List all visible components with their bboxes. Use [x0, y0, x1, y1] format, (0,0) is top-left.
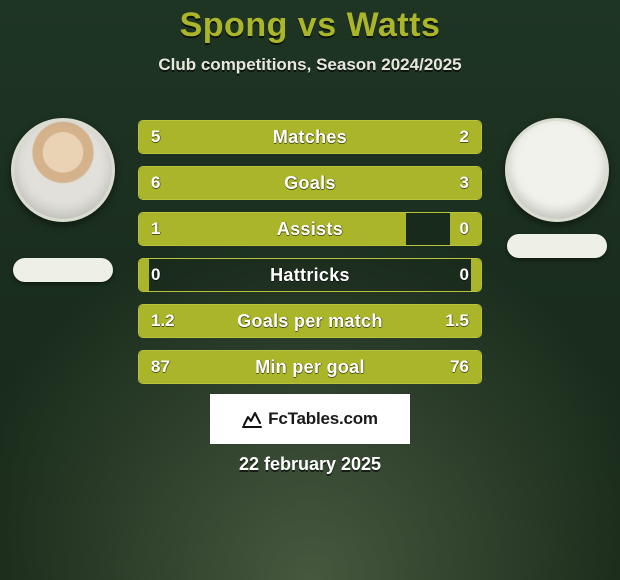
subtitle: Club competitions, Season 2024/2025 — [0, 55, 620, 75]
stat-row: 1.21.5Goals per match — [138, 304, 482, 338]
stat-value-left: 1.2 — [151, 305, 175, 337]
stat-value-right: 76 — [450, 351, 469, 383]
stat-bar-left — [139, 167, 375, 199]
stat-bar-left — [139, 259, 149, 291]
page-title: Spong vs Watts — [0, 0, 620, 45]
brand-logo-icon — [242, 409, 262, 429]
brand-badge[interactable]: FcTables.com — [210, 394, 410, 444]
stat-value-right: 0 — [460, 213, 469, 245]
stat-value-right: 2 — [460, 121, 469, 153]
stat-value-left: 5 — [151, 121, 160, 153]
player-right — [502, 118, 612, 258]
player-left-name-pill — [13, 258, 113, 282]
date-text: 22 february 2025 — [0, 454, 620, 475]
stat-value-left: 0 — [151, 259, 160, 291]
stat-row: 8776Min per goal — [138, 350, 482, 384]
stat-row: 10Assists — [138, 212, 482, 246]
comparison-card: Spong vs Watts Club competitions, Season… — [0, 0, 620, 580]
player-right-name-pill — [507, 234, 607, 258]
stat-value-left: 6 — [151, 167, 160, 199]
player-left — [8, 118, 118, 282]
stat-label: Hattricks — [139, 259, 481, 291]
stat-value-right: 3 — [460, 167, 469, 199]
stats-table: 52Matches63Goals10Assists00Hattricks1.21… — [138, 120, 482, 384]
avatar-right — [505, 118, 609, 222]
stat-row: 52Matches — [138, 120, 482, 154]
stat-value-right: 0 — [460, 259, 469, 291]
stat-bar-right — [471, 259, 481, 291]
stat-bar-left — [139, 121, 372, 153]
stat-value-left: 87 — [151, 351, 170, 383]
stat-bar-left — [139, 213, 406, 245]
avatar-left — [11, 118, 115, 222]
brand-text: FcTables.com — [268, 409, 378, 429]
stat-value-right: 1.5 — [445, 305, 469, 337]
stat-row: 63Goals — [138, 166, 482, 200]
stat-value-left: 1 — [151, 213, 160, 245]
stat-row: 0 0Hattricks — [138, 258, 482, 292]
